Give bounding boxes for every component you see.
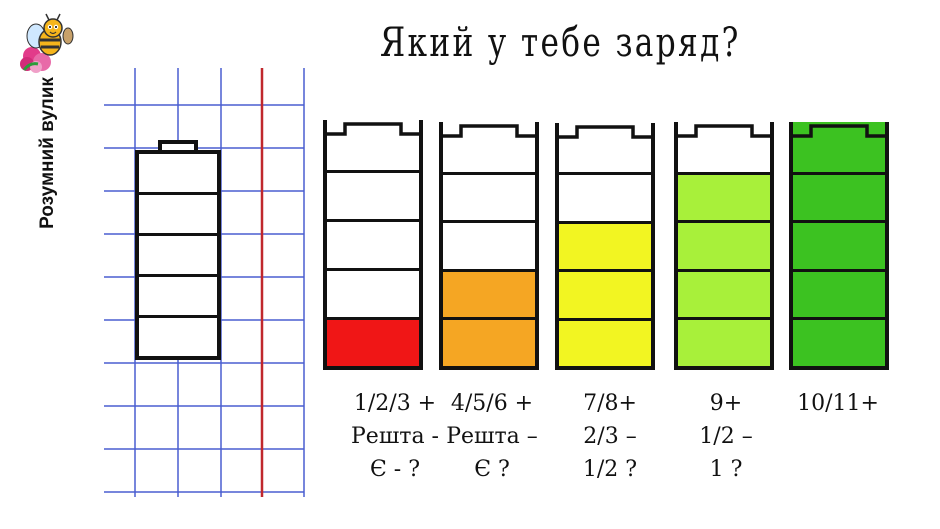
battery-segment [139,233,217,274]
battery-label-line: 4/5/6 + [450,391,534,416]
template-battery [135,140,221,360]
battery-segment [327,170,419,219]
battery-segment [793,126,885,172]
battery-segment [443,317,535,366]
battery-segment [139,274,217,315]
battery-top-fill [793,122,885,126]
charge-battery [789,118,889,370]
brand: Розумний вулик [8,8,80,258]
battery-top-fill [678,122,770,126]
battery-label: 7/8+ 2/3 – 1/2 ? [555,387,665,486]
battery-label: 1/2/3 + Решта - Є - ? [340,387,450,486]
charge-battery [439,118,539,370]
bee-on-flower-icon [20,13,74,73]
battery-label-line: 1/2 ? [582,457,638,482]
battery-cap [441,124,537,138]
battery-label: 9+ 1/2 – 1 ? [671,387,781,486]
charge-battery [555,119,655,370]
battery-label-line: Є - ? [369,457,421,482]
battery-segment [139,315,217,356]
battery-segment [678,317,770,366]
battery-segment [139,192,217,233]
page-title: Який у тебе заряд? [380,20,741,66]
battery-label: 4/5/6 + Решта – Є ? [437,387,547,486]
battery-body [789,122,889,370]
battery-segment [443,171,535,221]
battery-segment [139,154,217,192]
battery-top-fill [559,123,651,127]
battery-label-line: 9+ [709,391,743,416]
battery-segment [678,268,770,318]
battery-segment [443,268,535,318]
battery-body [323,120,423,370]
battery-cap [325,122,421,136]
battery-segment [559,172,651,220]
battery-body [135,150,221,360]
battery-segment [678,171,770,221]
battery-segment [559,220,651,270]
battery-label-line: Решта - [351,424,439,449]
battery-top-fill [327,120,419,124]
battery-cap [676,124,772,138]
battery-segment [327,219,419,268]
battery-label-line: 10/11+ [797,391,879,416]
battery-segment [559,269,651,318]
battery-segment [443,220,535,269]
battery-segment [793,220,885,269]
battery-body [674,122,774,370]
battery-top-fill [443,122,535,126]
battery-segment [327,317,419,366]
charge-battery [674,118,774,370]
battery-label-line: 1 ? [709,457,743,482]
battery-label-line: Решта – [446,424,538,449]
battery-label-line: Є ? [474,457,510,482]
battery-body [439,122,539,370]
battery-segment [793,171,885,221]
battery-body [555,123,655,370]
battery-segment [559,317,651,367]
charge-battery [323,116,423,370]
battery-segment [327,268,419,317]
battery-cap [557,125,653,139]
battery-label-line: 7/8+ [583,391,637,416]
battery-segment [793,268,885,318]
battery-cap [791,124,887,138]
battery-label-line: 2/3 – [583,424,637,449]
battery-label-line: 1/2 – [699,424,753,449]
brand-name: Розумний вулик [37,77,58,229]
battery-segment [793,317,885,366]
battery-label-line: 1/2/3 + [353,391,437,416]
battery-segment [678,220,770,269]
battery-label: 10/11+ [783,387,893,420]
